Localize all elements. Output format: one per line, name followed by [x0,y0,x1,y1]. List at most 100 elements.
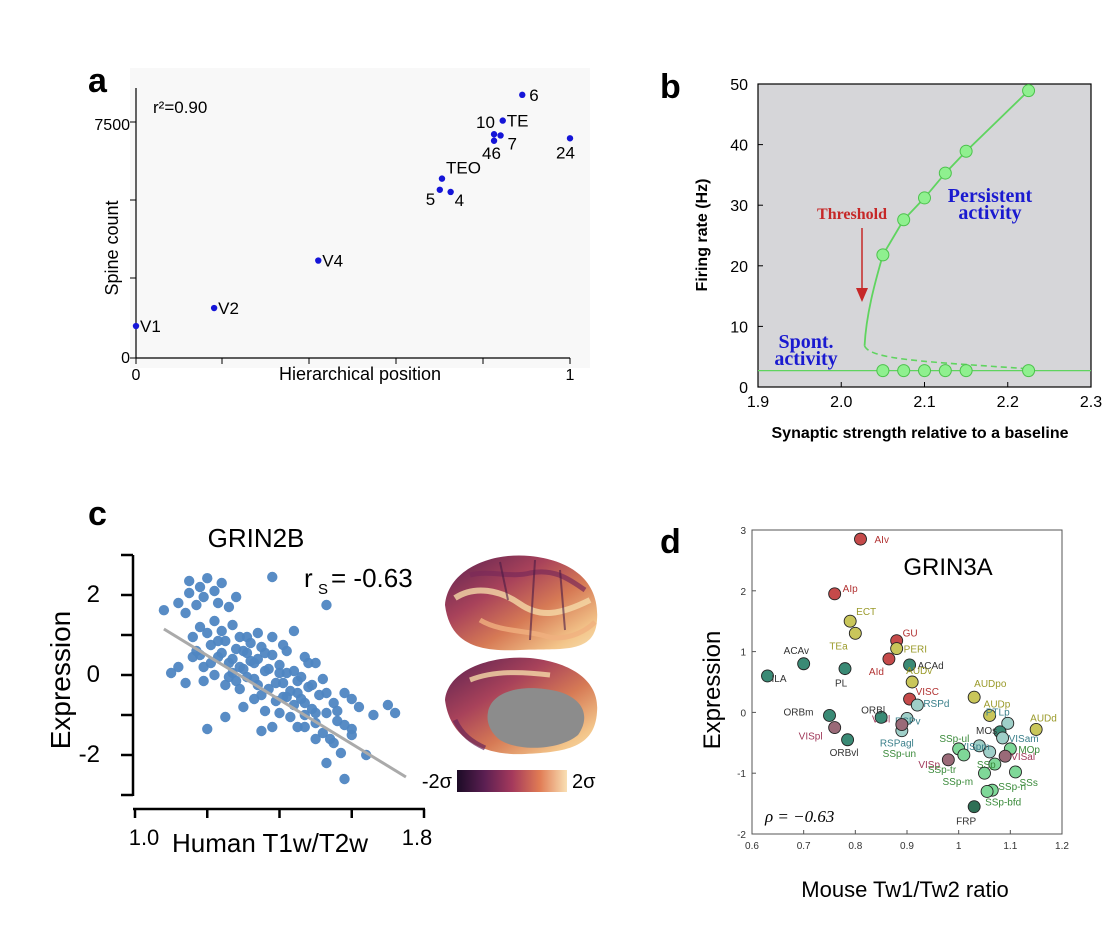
panel-b-point-upper-stable-5 [1022,84,1036,98]
panel-d-point-AId [882,652,896,666]
panel-d-point-label-ORBm: ORBm [784,707,814,718]
panel-c-gene: GRIN2B [208,523,305,553]
panel-a-point-24 [566,135,574,142]
panel-d-xlabel: Mouse Tw1/Tw2 ratio [801,877,1008,902]
panel-d-point-AUDp [983,708,997,722]
panel-d-point-PL [838,662,852,676]
panel-d: d 0.6 0.7 0.8 0.9 1 1.1 1.2 3 2 1 0 -1 -2 GRIN3A ρ =… [660,523,1069,902]
panel-d-point-label-SSp-un: SSp-un [883,749,916,760]
panel-c-point-110 [230,675,242,687]
panel-a-point-label-V1: V1 [140,317,161,336]
panel-c-point-106 [212,635,224,647]
panel-d-point-label-RSPv: RSPv [895,716,921,727]
panel-d-point-label-RSPagl: RSPagl [880,739,914,750]
panel-c-point-20 [209,615,220,627]
panel-c-point-61 [382,699,394,711]
panel-a-ytick-0: 0 [121,350,130,367]
panel-c-point-73 [285,711,296,723]
panel-b-xtick-2.1: 2.1 [913,394,935,411]
panel-c-point-108 [234,661,245,673]
panel-c-point-114 [281,691,292,703]
panel-c-point-55 [335,747,347,759]
panel-d-ytick-0: 0 [740,708,746,719]
panel-a-ytick-7500: 7500 [94,117,130,134]
panel-c-point-13 [183,575,195,587]
panel-c-point-50 [317,727,329,739]
panel-c-point-126 [299,651,310,663]
panel-c-point-22 [216,625,227,637]
panel-d-point-label-TEa: TEa [829,641,848,652]
panel-d-point-ACAv [797,657,811,671]
panel-a-point-label-TE: TE [507,112,529,131]
panel-c-ytick-neg2: -2 [79,741,100,768]
panel-b-point-upper-stable-3 [938,166,952,180]
panel-a-point-label-4: 4 [455,191,464,210]
panel-c-point-11 [223,601,235,613]
panel-c-point-116 [310,707,321,719]
panel-d-point-FRP [967,800,981,814]
panel-d-point-label-MOs: MOs [976,726,997,737]
panel-d-xtick-1.1: 1.1 [1003,841,1017,852]
panel-d-point-label-AUDd: AUDd [1030,713,1057,724]
panel-d-point-label-SSp-m: SSp-m [943,777,974,788]
panel-c-point-23 [220,635,231,647]
panel-c-point-88 [292,721,303,733]
panel-b-xtick-2.0: 2.0 [830,394,852,411]
panel-b-xtick-2.3: 2.3 [1080,394,1102,411]
panel-d-point-label-AId: AId [869,667,884,678]
panel-a-point-V2 [210,304,218,312]
panel-d-point-label-SSp-ul: SSp-ul [939,734,969,745]
panel-b-point-baseline-1 [897,364,911,378]
panel-c-point-0 [158,605,170,616]
panel-a-point-TEO [438,175,446,182]
panel-d-point-RSPd [910,698,924,712]
panel-b-point-upper-stable-4 [959,144,973,158]
panel-d-point-VISpl [828,721,842,735]
panel-d-point-label-SSp-bfd: SSp-bfd [985,797,1021,808]
brain-lateral-view [445,555,598,651]
panel-a-point-TE [499,117,506,124]
panel-c-point-117 [321,687,332,699]
panel-d-xtick-0.6: 0.6 [745,841,759,852]
panel-a-letter: a [88,62,108,100]
panel-c-point-93 [216,647,227,659]
panel-a-point-label-10: 10 [476,113,495,132]
panel-d-point-label-AUDv: AUDv [906,666,932,677]
panel-c-point-58 [353,701,365,713]
panel-c-point-124 [277,639,289,651]
panel-c-point-115 [299,697,310,709]
panel-c-stat: r S = -0.63 [304,563,413,598]
panel-d-point-label-PL: PL [835,679,848,690]
panel-b-ticks: 1.9 2.0 2.1 2.2 2.3 0 10 20 30 40 50 [730,77,1102,411]
panel-c-point-7 [202,573,213,584]
panel-d-point-label-ACAd: ACAd [918,661,944,672]
panel-c-point-1 [173,597,184,609]
panel-c-xtick-1.8: 1.8 [402,825,433,850]
panel-d-point-TEa [848,626,862,640]
panel-d-ytick-2: 2 [740,587,746,598]
panel-a-point-10 [490,131,498,138]
panel-d-point-AIp [828,587,842,601]
panel-c-stat-sub: S [318,581,328,598]
panel-c-point-96 [245,655,256,667]
panel-a-xtick-1: 1 [566,367,575,384]
panel-b-point-upper-stable-0 [876,248,890,262]
panel-d-point-label-SSp-n: SSp-n [998,782,1026,793]
panel-d-xtick-0.9: 0.9 [900,841,914,852]
panel-c-point-91 [165,667,177,679]
panel-c-point-53 [328,697,339,709]
panel-a-r2: r²=0.90 [153,98,207,117]
panel-b-point-baseline-2 [918,364,931,378]
panel-d-point-SSp-ul [972,739,986,753]
panel-b-letter: b [660,68,681,106]
panel-c-point-99 [274,667,285,679]
panel-c-point-25 [227,619,238,631]
panel-c-ytick-0: 0 [87,661,100,688]
panel-d-point-label-ACAv: ACAv [784,646,809,657]
panel-d-point-label-ORBvl: ORBvl [830,748,859,759]
panel-d-point-label-MOp: MOp [1018,745,1040,756]
panel-d-point-label-VISC: VISC [916,687,939,698]
panel-c-ylabel: Expression [45,611,76,750]
panel-c-fit-line [163,627,407,779]
